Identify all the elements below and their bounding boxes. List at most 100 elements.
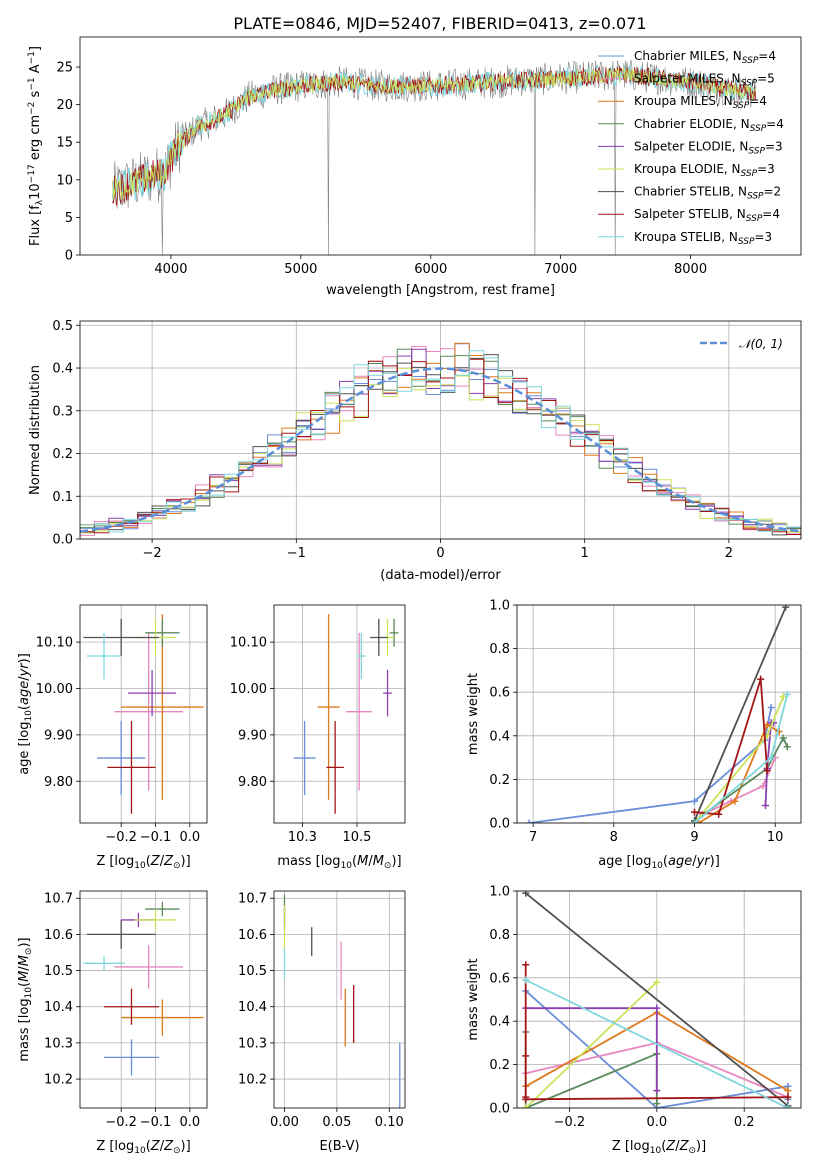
figure-title: PLATE=0846, MJD=52407, FIBERID=0413, z=0… — [233, 14, 646, 33]
weight-vs-Z-marker-2-2 — [784, 1087, 792, 1095]
age-vs-Z-ytick-label-0: 9.80 — [44, 775, 73, 790]
weight-vs-Z-plot-area — [522, 891, 792, 1108]
age-vs-mass-ytick-label-2: 10.00 — [230, 682, 267, 697]
weight-vs-age-marker-6-1 — [782, 605, 790, 611]
hist-legend-label: 𝒩(0, 1) — [739, 337, 783, 351]
legend-label-3: Chabrier ELODIE, NSSP=4 — [634, 117, 784, 134]
weight-vs-age-marker-8-1 — [767, 754, 775, 762]
spectrum-xtick-label-1: 5000 — [284, 262, 317, 277]
residual-histogram-ytick-label-2: 0.2 — [52, 447, 73, 462]
weight-vs-Z-frame — [516, 890, 802, 1109]
mass-vs-Z-xtick-label-2: 0.0 — [179, 1115, 200, 1130]
spectrum-ytick-label-4: 20 — [56, 98, 73, 113]
spectrum-plot-area — [112, 59, 756, 255]
residual-histogram-xtick-label-1: −1 — [287, 546, 306, 561]
weight-vs-Z-xtick-label-2: 0.2 — [734, 1115, 755, 1130]
weight-vs-age-plot-area — [525, 605, 791, 823]
age-vs-mass-xlabel: mass [log10(M/M⊙)] — [277, 854, 401, 871]
mass-vs-Z-xlabel: Z [log10(Z/Z⊙)] — [96, 1139, 190, 1156]
weight-vs-Z-ytick-label-3: 0.6 — [489, 971, 510, 986]
mass-vs-Z-xtick-label-0: −0.2 — [105, 1115, 137, 1130]
spectrum-ylabel: Flux [fλ10−17 erg cm−2 s−1 A−1] — [27, 46, 45, 246]
weight-vs-age-marker-8-2 — [783, 690, 791, 698]
weight-vs-Z-marker-5-0 — [522, 1104, 530, 1108]
residual-histogram-ytick-label-0: 0.0 — [52, 533, 73, 548]
weight-vs-age-ylabel: mass weight — [466, 673, 481, 755]
spectrum-xlabel: wavelength [Angstrom, rest frame] — [326, 283, 555, 298]
mass-vs-metallicity-panel: −0.2 −0.1 0.0 10.2 10.3 10.4 10.5 10.6 10.7 Z [lo… — [17, 890, 208, 1156]
weight-vs-Z-marker-7-0 — [522, 961, 530, 969]
weight-vs-age-ytick-label-3: 0.6 — [489, 686, 510, 701]
weight-vs-age-series-2 — [698, 723, 780, 823]
weight-vs-age-ytick-label-2: 0.4 — [489, 729, 510, 744]
residual-histogram-xtick-label-3: 1 — [581, 546, 589, 561]
weight-vs-Z-ytick-label-2: 0.4 — [489, 1015, 510, 1030]
legend-label-1: Salpeter MILES, NSSP=5 — [634, 72, 775, 89]
weight-vs-age-marker-2-1 — [731, 797, 739, 805]
weight-vs-Z-marker-3-3 — [653, 1100, 661, 1108]
age-vs-Z-xtick-label-2: 0.0 — [179, 830, 200, 845]
hist-xlabel: (data-model)/error — [380, 568, 501, 583]
weight-vs-Z-marker-8-0 — [522, 976, 530, 984]
residual-histogram-xtick-label-2: 0 — [436, 546, 444, 561]
spectrum-ytick-label-2: 10 — [56, 173, 73, 188]
age-vs-Z-ytick-label-2: 10.00 — [36, 682, 73, 697]
mass-vs-ebv-plot-area — [283, 894, 401, 1108]
weight-vs-Z-marker-5-1 — [653, 978, 661, 986]
weight-vs-age-marker-0-1 — [691, 797, 698, 805]
mass-vs-ebv-xtick-label-0: 0.00 — [270, 1115, 299, 1130]
residual-histogram-xtick-label-0: −2 — [143, 546, 162, 561]
normal-reference-curve — [80, 367, 801, 533]
weight-vs-Z-ytick-label-4: 0.8 — [489, 928, 510, 943]
weight-vs-age-marker-1-2 — [759, 782, 767, 790]
weight-vs-age-series-6 — [693, 606, 787, 822]
age-vs-mass-ytick-label-3: 10.10 — [230, 636, 267, 651]
spectrum-ytick-label-0: 0 — [65, 249, 73, 264]
spectrum-ytick-label-1: 5 — [65, 211, 73, 226]
mass-vs-Z-xtick-label-1: −0.1 — [140, 1115, 172, 1130]
legend-label-6: Chabrier STELIB, NSSP=2 — [634, 185, 781, 202]
residual-histogram-plot-area — [80, 342, 801, 539]
spectrum-xtick-label-0: 4000 — [154, 262, 187, 277]
weight-vs-Z-series-6 — [525, 892, 789, 1107]
weight-vs-age-marker-7-3 — [763, 767, 771, 775]
mass-vs-ebv-frame — [273, 890, 406, 1109]
legend-label-4: Salpeter ELODIE, NSSP=3 — [634, 139, 783, 156]
age-vs-Z-xtick-label-1: −0.1 — [140, 830, 172, 845]
weight-vs-age-ytick-label-0: 0.0 — [489, 817, 510, 832]
legend-label-2: Kroupa MILES, NSSP=4 — [634, 94, 767, 111]
mass-vs-Z-ylabel: mass [log10(M/M⊙)] — [17, 937, 34, 1061]
age-vs-Z-plot-area — [83, 614, 204, 814]
residual-histogram-panel: −2 −1 0 1 2 0.0 0.1 0.2 0.3 0.4 0.5 𝒩(0, 1) (data-mo… — [28, 319, 802, 583]
mass-vs-Z-ytick-label-4: 10.6 — [44, 928, 73, 943]
weight-vs-age-marker-0-0 — [525, 819, 533, 823]
weight-vs-metallicity-panel: −0.2 0.0 0.2 0.0 0.2 0.4 0.6 0.8 1.0 Z [log10(Z/Z… — [466, 885, 802, 1156]
weight-vs-age-xtick-label-3: 10 — [767, 830, 784, 845]
residual-histogram-ytick-label-1: 0.1 — [52, 490, 73, 505]
weight-vs-Z-ytick-label-0: 0.0 — [489, 1102, 510, 1117]
weight-vs-age-marker-7-2 — [757, 675, 765, 683]
spectrum-trace-3 — [112, 66, 756, 200]
weight-vs-Z-xtick-label-1: 0.0 — [646, 1115, 667, 1130]
weight-vs-age-marker-7-0 — [691, 808, 698, 816]
histogram-step-8 — [80, 350, 801, 533]
weight-vs-Z-series-5 — [525, 981, 658, 1108]
residual-histogram-ytick-label-4: 0.4 — [52, 362, 73, 377]
age-vs-mass-frame — [273, 604, 406, 824]
weight-vs-Z-ylabel: mass weight — [466, 958, 481, 1040]
mass-vs-ebv-xlabel: E(B-V) — [319, 1139, 359, 1154]
weight-vs-age-marker-8-0 — [691, 819, 698, 823]
mass-vs-ebv-xtick-label-1: 0.05 — [322, 1115, 351, 1130]
weight-vs-Z-series-8 — [525, 979, 789, 1108]
weight-vs-Z-marker-7-3 — [522, 1095, 530, 1103]
age-vs-mass-xtick-label-1: 10.5 — [342, 830, 371, 845]
mass-vs-Z-plot-area — [83, 901, 204, 1076]
mass-vs-ebv-ytick-label-5: 10.7 — [238, 892, 267, 907]
spectrum-xtick-label-4: 8000 — [674, 262, 707, 277]
weight-vs-Z-marker-7-4 — [784, 1093, 792, 1101]
age-vs-mass-ytick-label-0: 9.80 — [238, 775, 267, 790]
age-vs-Z-frame — [79, 604, 208, 824]
weight-vs-age-marker-5-2 — [779, 693, 787, 701]
mass-vs-Z-frame — [79, 890, 208, 1109]
